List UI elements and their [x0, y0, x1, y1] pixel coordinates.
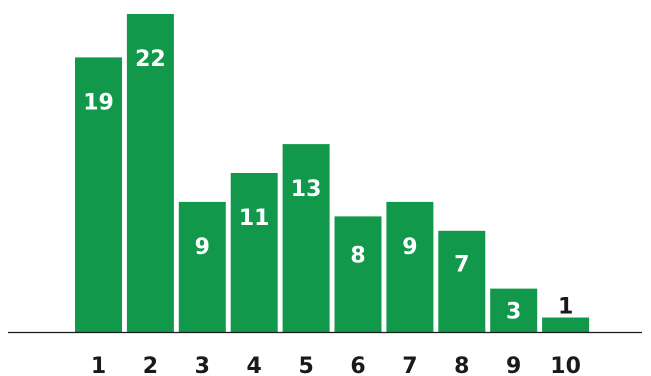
- bar-2: [126, 14, 174, 332]
- x-tick-label-4: 4: [247, 354, 262, 376]
- bar-value-label-4: 11: [239, 206, 270, 231]
- x-tick-label-6: 6: [350, 354, 365, 376]
- x-tick-label-1: 1: [91, 354, 106, 376]
- bar-value-label-5: 13: [291, 177, 322, 202]
- x-tick-label-9: 9: [506, 354, 521, 376]
- bar-6: [334, 216, 382, 332]
- bar-value-label-8: 7: [454, 252, 469, 277]
- x-tick-labels: 1 2 3 4 5 6 7 8 9 10: [91, 354, 581, 376]
- bar-4: [230, 173, 278, 332]
- bar-value-label-6: 8: [350, 244, 365, 269]
- bar-7: [386, 201, 434, 332]
- bar-1: [75, 57, 122, 333]
- bar-value-label-1: 19: [83, 90, 114, 115]
- x-tick-label-3: 3: [195, 354, 210, 376]
- bar-8: [438, 230, 486, 332]
- bar-10: [542, 317, 590, 332]
- bar-value-label-9: 3: [506, 300, 521, 325]
- bar-value-label-3: 9: [195, 235, 210, 260]
- x-tick-label-5: 5: [298, 354, 313, 376]
- bar-value-label-10: 1: [558, 295, 573, 320]
- bar-9: [490, 288, 538, 332]
- x-tick-label-7: 7: [402, 354, 417, 376]
- bar-value-label-7: 9: [402, 235, 417, 260]
- x-tick-label-8: 8: [454, 354, 469, 376]
- x-tick-label-10: 10: [550, 354, 581, 376]
- bar-5: [282, 144, 330, 332]
- bars-layer: 19 22 9 11 13 8 9 7 3 1: [75, 14, 590, 333]
- bar-value-label-2: 22: [135, 47, 166, 72]
- x-tick-label-2: 2: [143, 354, 158, 376]
- bar-3: [178, 201, 226, 332]
